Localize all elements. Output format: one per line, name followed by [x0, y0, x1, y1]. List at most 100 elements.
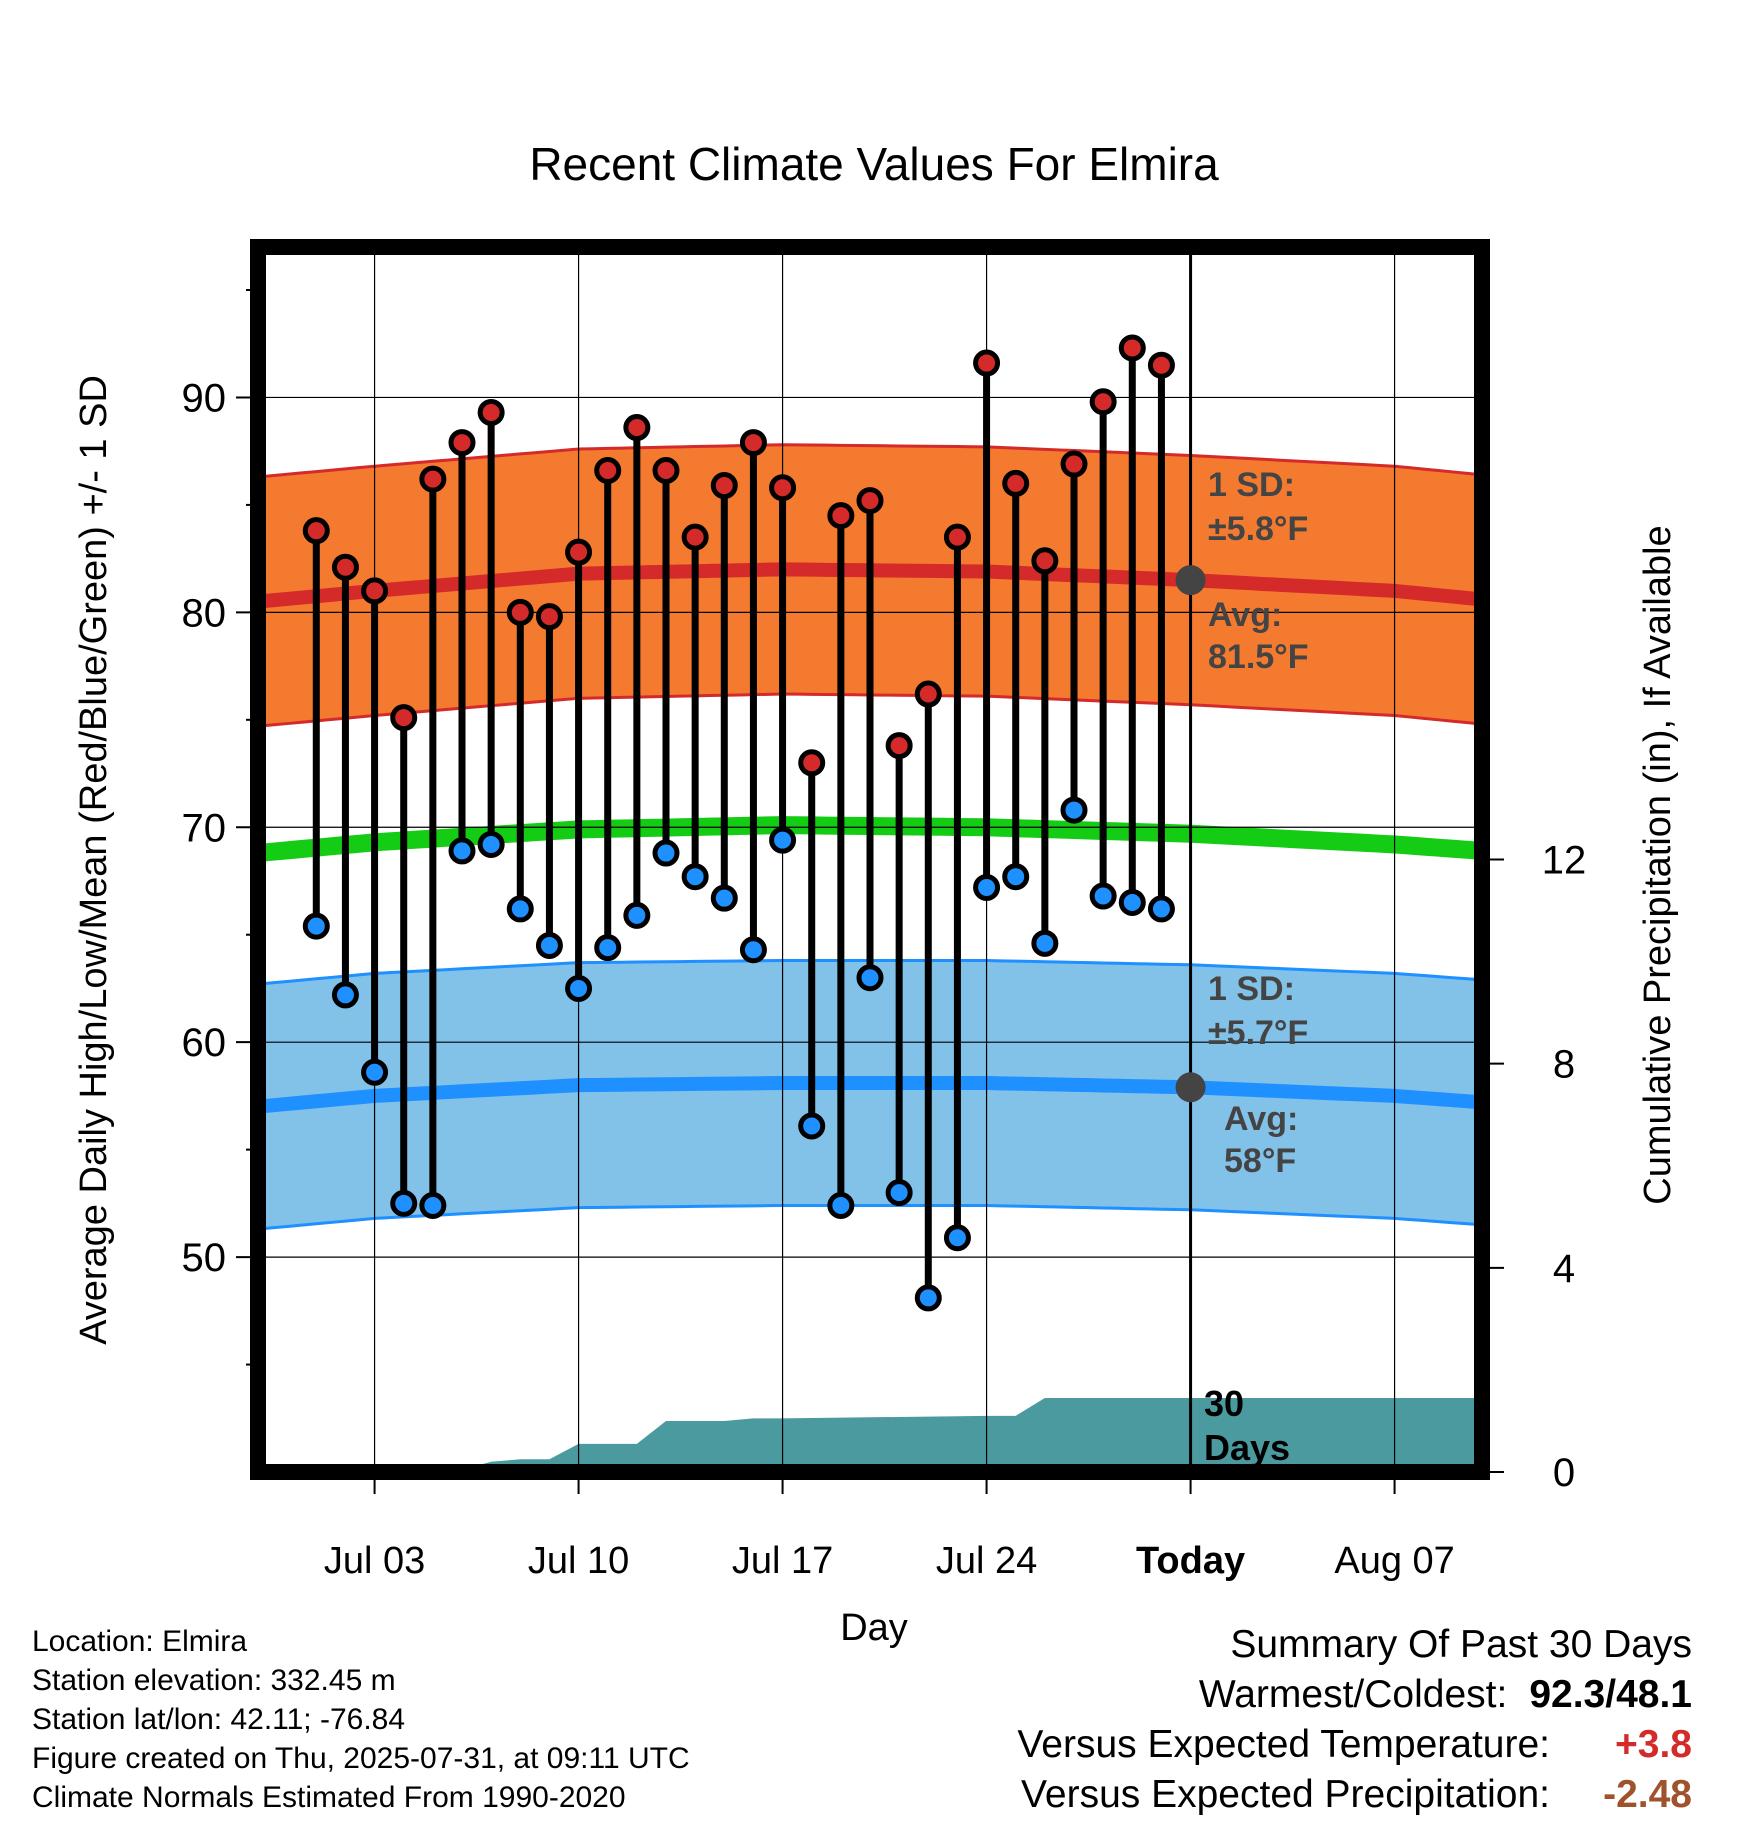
- high-point: [448, 429, 476, 457]
- low-point: [1002, 863, 1030, 891]
- low-point: [681, 863, 709, 891]
- precip-value: -2.48: [1603, 1773, 1692, 1816]
- high-sd-label: 1 SD:: [1208, 466, 1295, 504]
- x-tick-label: Jul 03: [324, 1540, 425, 1582]
- precipitation-area: [258, 1397, 1482, 1472]
- low-sd-lower: [257, 1204, 1483, 1231]
- high-point: [739, 429, 767, 457]
- station-info: Location: Elmira Station elevation: 332.…: [32, 1622, 690, 1817]
- low-point: [594, 934, 622, 962]
- y2-tick-label: 8: [1553, 1043, 1575, 1087]
- high-point: [623, 414, 651, 442]
- precip-fill: [258, 1397, 1482, 1472]
- low-point: [827, 1192, 855, 1220]
- high-point: [798, 749, 826, 777]
- high-point: [856, 487, 884, 515]
- chart-title: Recent Climate Values For Elmira: [529, 138, 1219, 190]
- low-point: [477, 830, 505, 858]
- warmest-value: 92.3/48.1: [1529, 1673, 1692, 1716]
- days-word-label: Days: [1204, 1427, 1290, 1468]
- today-low-avg-marker: [1175, 1072, 1206, 1103]
- y-tick-label: 80: [182, 591, 227, 635]
- high-point: [827, 502, 855, 530]
- high-point: [1089, 388, 1117, 416]
- x-tick-label: Today: [1136, 1540, 1245, 1582]
- normals-text: Climate Normals Estimated From 1990-2020: [32, 1781, 626, 1814]
- high-point: [302, 517, 330, 545]
- x-tick-label: Jul 10: [528, 1540, 629, 1582]
- y-tick-label: 50: [182, 1236, 227, 1280]
- low-point: [302, 912, 330, 940]
- y2-tick-label: 0: [1553, 1451, 1575, 1495]
- daily-range-sticks: [312, 348, 1165, 1298]
- high-point: [477, 398, 505, 426]
- high-point: [1118, 334, 1146, 362]
- low-sd-value: ±5.7°F: [1208, 1014, 1308, 1052]
- low-point: [1118, 888, 1146, 916]
- high-point: [710, 472, 738, 500]
- precip-label: Versus Expected Precipitation:: [1021, 1773, 1550, 1816]
- low-point: [565, 974, 593, 1002]
- high-point: [535, 603, 563, 631]
- summary-precip-row: Versus Expected Precipitation: -2.48: [1017, 1770, 1692, 1820]
- axis-ticks: 50 60 70 80 90 0 4 8 12 Jul 03 Jul 10 Jul 17 Jul 24 T…: [73, 138, 1679, 1649]
- y2-tick-label: 12: [1542, 839, 1587, 883]
- latlon-text: Station lat/lon: 42.11; -76.84: [32, 1703, 406, 1736]
- low-point: [769, 826, 797, 854]
- low-sd-band: [258, 960, 1482, 1230]
- low-point: [885, 1179, 913, 1207]
- low-point: [361, 1058, 389, 1086]
- x-tick-label: Jul 17: [732, 1540, 833, 1582]
- low-point: [390, 1189, 418, 1217]
- high-point: [565, 538, 593, 566]
- elevation-text: Station elevation: 332.45 m: [32, 1664, 396, 1697]
- low-point: [652, 839, 680, 867]
- low-point: [623, 901, 651, 929]
- low-point: [1089, 882, 1117, 910]
- low-point: [506, 895, 534, 923]
- high-point: [914, 680, 942, 708]
- y-tick-label: 70: [182, 806, 227, 850]
- high-point: [1002, 469, 1030, 497]
- y-tick-label: 90: [182, 376, 227, 420]
- high-point: [331, 553, 359, 581]
- annotations: 1 SD: ±5.8°F Avg: 81.5°F 1 SD: ±5.7°F Avg: 58°F…: [1175, 466, 1309, 1468]
- x-tick-label: Jul 24: [936, 1540, 1037, 1582]
- high-avg-label: Avg:: [1208, 596, 1282, 634]
- temp-label: Versus Expected Temperature:: [1017, 1723, 1550, 1766]
- low-avg-label: Avg:: [1224, 1100, 1298, 1138]
- warmest-label: Warmest/Coldest:: [1198, 1673, 1508, 1716]
- high-avg-value: 81.5°F: [1208, 638, 1309, 676]
- high-point: [506, 598, 534, 626]
- today-high-avg-marker: [1175, 565, 1206, 596]
- created-text: Figure created on Thu, 2025-07-31, at 09…: [32, 1742, 690, 1775]
- high-point: [885, 732, 913, 760]
- high-point: [1031, 547, 1059, 575]
- y-tick-label: 60: [182, 1021, 227, 1065]
- low-point: [419, 1192, 447, 1220]
- low-point: [943, 1224, 971, 1252]
- y2-axis-label: Cumulative Precipitation (in), If Availa…: [1637, 525, 1679, 1204]
- low-point: [914, 1284, 942, 1312]
- high-sd-value: ±5.8°F: [1208, 510, 1308, 548]
- low-point: [856, 964, 884, 992]
- summary-panel: Summary Of Past 30 Days Warmest/Coldest:…: [1017, 1620, 1692, 1820]
- days-count-label: 30: [1204, 1383, 1244, 1424]
- low-avg-value: 58°F: [1224, 1142, 1296, 1180]
- low-point: [1031, 929, 1059, 957]
- y-axis-label: Average Daily High/Low/Mean (Red/Blue/Gr…: [73, 375, 115, 1345]
- low-point: [1147, 895, 1175, 923]
- high-point: [419, 465, 447, 493]
- temp-value: +3.8: [1615, 1723, 1692, 1766]
- low-point: [710, 884, 738, 912]
- low-point: [798, 1112, 826, 1140]
- high-point: [652, 457, 680, 485]
- x-tick-label: Aug 07: [1334, 1540, 1454, 1582]
- high-point: [681, 523, 709, 551]
- y2-tick-label: 4: [1553, 1247, 1575, 1291]
- daily-points: [302, 334, 1175, 1312]
- summary-temp-row: Versus Expected Temperature: +3.8: [1017, 1720, 1692, 1770]
- high-point: [973, 349, 1001, 377]
- high-point: [594, 457, 622, 485]
